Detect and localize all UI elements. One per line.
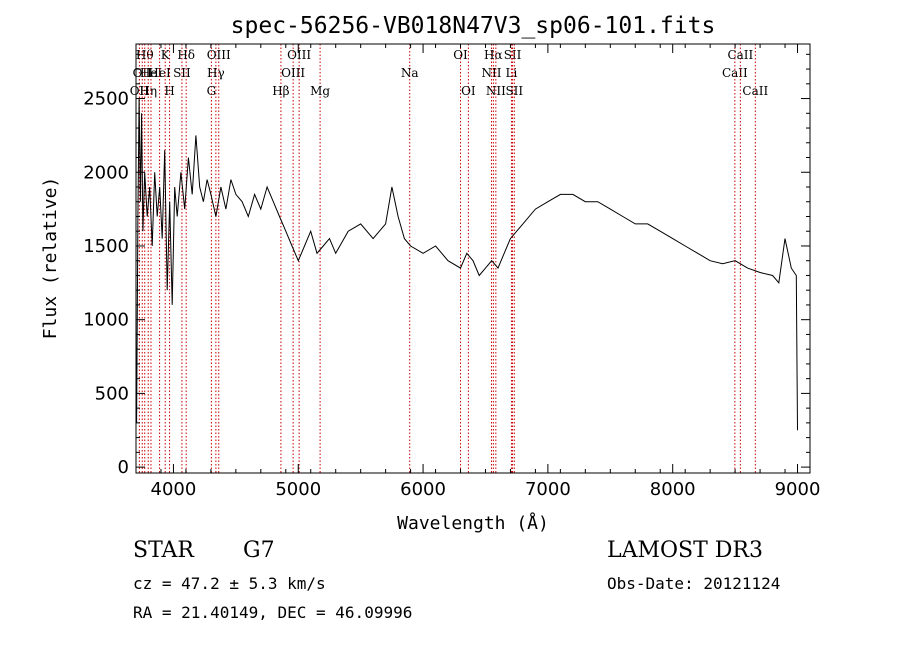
line-label-24: SII (504, 48, 522, 62)
line-label-9: Hδ (177, 48, 195, 62)
line-label-11: Hγ (207, 66, 225, 80)
line-label-3: Hη (139, 84, 157, 98)
line-label-21: Hα (484, 48, 503, 62)
line-label-20: NII (481, 66, 501, 80)
line-label-7: H (164, 84, 174, 98)
x-axis-label: Wavelength (Å) (397, 512, 549, 534)
line-label-22: NII (486, 84, 506, 98)
line-label-8: SII (173, 66, 191, 80)
line-label-4: HeI (140, 66, 163, 80)
redshift-text: cz = 47.2 ± 5.3 km/s (133, 574, 326, 593)
x-tick-label-1: 5000 (275, 479, 321, 500)
y-tick-label-2: 1000 (83, 310, 129, 331)
line-label-18: OI (453, 48, 468, 62)
spectrum-line (136, 98, 798, 431)
line-label-2: Hθ (136, 48, 154, 62)
line-label-27: CaII (727, 48, 753, 62)
line-label-26: CaII (722, 66, 748, 80)
plot-frame (135, 43, 811, 474)
x-tick-label-3: 7000 (525, 479, 571, 500)
y-tick-label-5: 2500 (83, 89, 129, 110)
x-tick-label-2: 6000 (400, 479, 446, 500)
y-axis-label: Flux (relative) (40, 177, 61, 340)
line-label-6: K (161, 48, 171, 62)
y-tick-label-1: 500 (95, 383, 129, 404)
y-tick-label-3: 1500 (83, 236, 129, 257)
line-label-17: Na (401, 66, 419, 80)
line-label-12: OIII (207, 48, 231, 62)
survey-name: LAMOST DR3 (607, 538, 763, 563)
y-tick-label-0: 0 (118, 457, 129, 478)
x-tick-label-4: 8000 (650, 479, 696, 500)
line-label-25: SII (505, 84, 523, 98)
line-label-15: OIII (287, 48, 311, 62)
object-class: STAR (133, 538, 194, 563)
line-label-10: G (207, 84, 217, 98)
chart-title: spec-56256-VB018N47V3_sp06-101.fits (231, 13, 716, 39)
coordinates: RA = 21.40149, DEC = 46.09996 (133, 603, 413, 622)
y-axis: 0 500 1000 1500 2000 2500 (83, 53, 810, 478)
x-axis: 4000 5000 6000 7000 8000 9000 (135, 44, 821, 500)
x-tick-label-5: 9000 (775, 479, 821, 500)
spectral-line-markers: OIIOIIHθHηHeIHeIKHSIIHδGHγOIIIHβOIIIOIII… (130, 44, 768, 473)
line-label-5: HeI (148, 66, 171, 80)
line-label-19: OI (461, 84, 476, 98)
line-label-28: CaII (742, 84, 768, 98)
line-label-13: Hβ (272, 84, 289, 98)
line-label-16: Mg (310, 84, 330, 98)
line-label-23: Li (506, 66, 518, 80)
subclass: G7 (243, 538, 275, 563)
y-tick-label-4: 2000 (83, 162, 129, 183)
line-label-14: OIII (281, 66, 305, 80)
obs-date: Obs-Date: 20121124 (607, 574, 781, 593)
x-tick-label-0: 4000 (151, 479, 197, 500)
